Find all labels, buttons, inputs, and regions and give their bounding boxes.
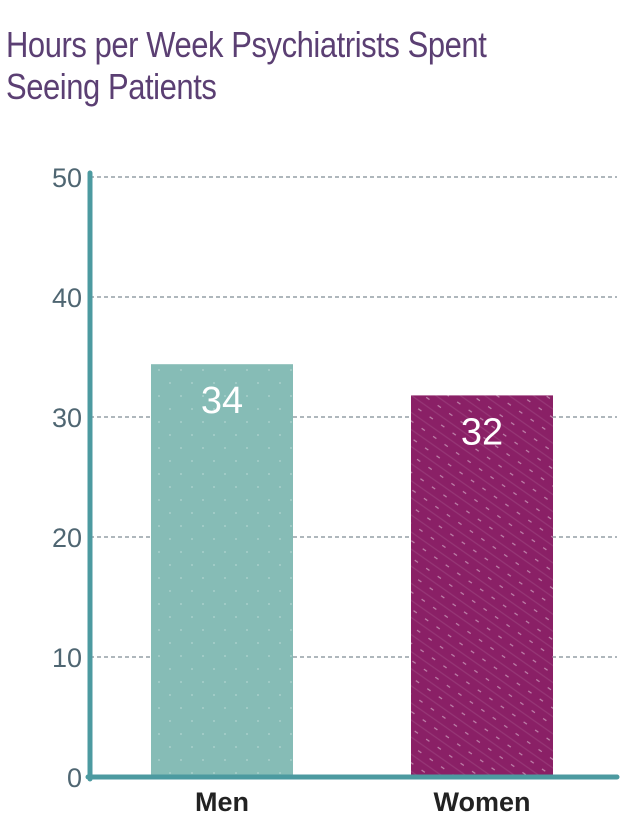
- y-tick-label: 50: [52, 163, 82, 193]
- axes: [85, 170, 620, 782]
- bar-texture-women: [411, 395, 553, 777]
- x-category-label: Men: [195, 787, 249, 817]
- bars-layer: [151, 364, 553, 777]
- y-tick-label: 30: [52, 403, 82, 433]
- x-category-label: Women: [433, 787, 530, 817]
- y-tick-label: 40: [52, 283, 82, 313]
- y-tick-label: 10: [52, 643, 82, 673]
- y-axis-ticks: 0 10 20 30 40 50: [52, 163, 82, 793]
- data-label-women: 32: [461, 411, 503, 453]
- data-label-men: 34: [201, 380, 243, 422]
- bar-texture-men: [151, 364, 293, 777]
- chart-title: Hours per Week Psychiatrists Spent Seein…: [6, 24, 487, 107]
- y-tick-label: 20: [52, 523, 82, 553]
- labels-layer: 34 Men 32 Women: [195, 380, 531, 817]
- y-tick-label: 0: [67, 763, 82, 793]
